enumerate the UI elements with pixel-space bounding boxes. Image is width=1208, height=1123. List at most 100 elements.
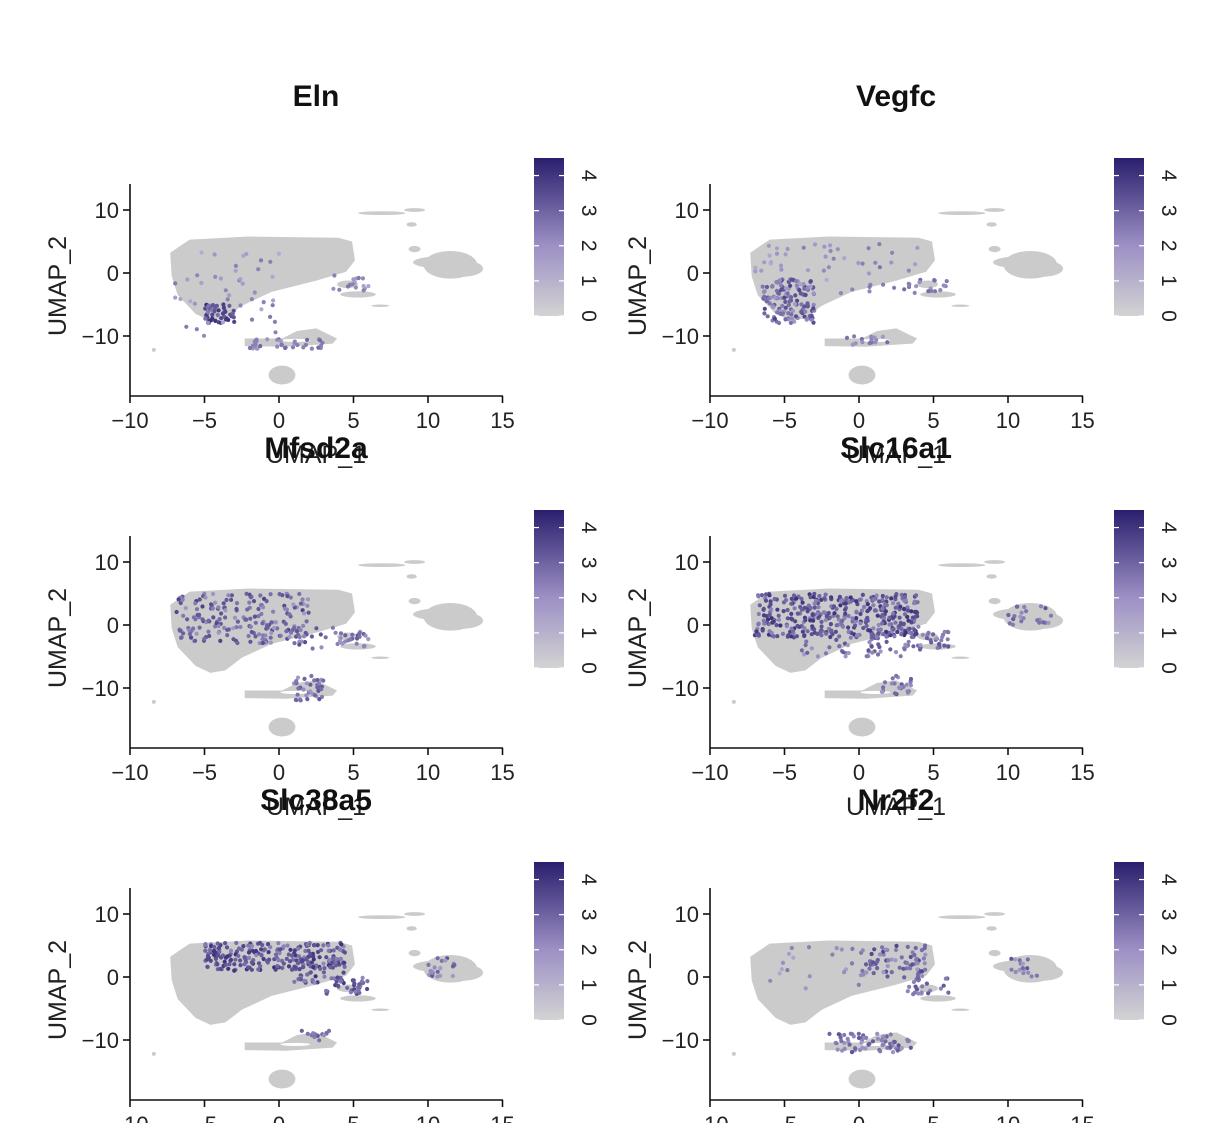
- expressing-cell: [810, 612, 815, 617]
- expressing-cell: [785, 634, 790, 639]
- expressing-cell: [249, 317, 255, 322]
- x-tick-label: 5: [927, 1112, 939, 1123]
- x-tick-label: −5: [192, 1112, 217, 1123]
- expressing-cell: [231, 626, 236, 631]
- expressing-cell: [213, 274, 218, 279]
- expressing-cell: [850, 619, 855, 624]
- expressing-cell: [795, 623, 800, 629]
- expressing-cell: [783, 252, 788, 257]
- y-tick-label: 10: [675, 198, 699, 223]
- expressing-cell: [312, 693, 318, 698]
- expressing-cell: [868, 606, 873, 611]
- lower-cluster-gap: [280, 690, 311, 694]
- expressing-cell: [762, 306, 767, 311]
- expressing-cell: [846, 650, 851, 656]
- expressing-cell: [234, 940, 239, 946]
- expressing-cell: [173, 281, 178, 286]
- expressing-cell: [874, 337, 879, 343]
- expressing-cell: [295, 692, 300, 697]
- expressing-cell: [221, 305, 226, 310]
- satellite-cluster: [406, 926, 417, 931]
- expressing-cell: [902, 975, 907, 980]
- expressing-cell: [941, 983, 946, 988]
- expressing-cell: [283, 345, 288, 351]
- expressing-cell: [292, 641, 297, 646]
- expressing-cell: [806, 945, 812, 950]
- expressing-cell: [821, 610, 826, 615]
- expressing-cell: [834, 606, 839, 612]
- expressing-cell: [853, 619, 859, 624]
- expressing-cell: [811, 618, 816, 623]
- y-tick-label: 0: [687, 613, 699, 638]
- x-tick-label: 5: [347, 408, 359, 433]
- expressing-cell: [253, 620, 258, 625]
- expressing-cell: [874, 634, 879, 639]
- colorbar-tick-label: 3: [577, 557, 600, 569]
- y-tick-label: 10: [95, 550, 119, 575]
- expressing-cell: [867, 640, 872, 645]
- expressing-cell: [909, 634, 914, 640]
- expressing-cell: [206, 618, 211, 623]
- expressing-cell: [267, 957, 272, 962]
- expressing-cell: [241, 944, 246, 949]
- expression-dots: [768, 943, 1039, 1055]
- expressing-cell: [232, 615, 238, 620]
- expressing-cell: [269, 630, 274, 635]
- expressing-cell: [305, 942, 310, 947]
- expressing-cell: [256, 967, 261, 972]
- expressing-cell: [213, 600, 218, 605]
- expressing-cell: [259, 947, 264, 952]
- colorbar-tick-label: 3: [1157, 557, 1180, 569]
- expressing-cell: [308, 682, 313, 687]
- panel-mfsd2a: Mfsd2a −10 −5 0 5 10 15 10 0 −10 UMAP_1 UMAP_2 4 3 2 1 0: [0, 418, 600, 821]
- expressing-cell: [803, 292, 808, 298]
- expressing-cell: [850, 946, 855, 951]
- expressing-cell: [321, 678, 326, 683]
- x-tick-label: 5: [347, 1112, 359, 1123]
- plot-title: Slc38a5: [260, 784, 372, 817]
- expressing-cell: [361, 283, 366, 289]
- expressing-cell: [226, 627, 231, 632]
- expressing-cell: [892, 691, 898, 696]
- expressing-cell: [285, 594, 290, 599]
- expressing-cell: [268, 314, 273, 319]
- expressing-cell: [867, 966, 872, 971]
- expressing-cell: [308, 970, 313, 975]
- expressing-cell: [197, 625, 202, 630]
- expressing-cell: [781, 609, 786, 614]
- expressing-cell: [920, 984, 925, 989]
- expressing-cell: [317, 697, 322, 702]
- expressing-cell: [767, 629, 772, 634]
- expressing-cell: [786, 302, 791, 308]
- expressing-cell: [1034, 973, 1039, 978]
- expressing-cell: [295, 961, 301, 966]
- expressing-cell: [278, 339, 283, 344]
- expressing-cell: [865, 615, 870, 620]
- expressing-cell: [216, 605, 221, 610]
- expressing-cell: [315, 949, 321, 955]
- expressing-cell: [337, 638, 342, 643]
- expressing-cell: [880, 593, 885, 599]
- expressing-cell: [233, 268, 238, 273]
- expressing-cell: [837, 634, 842, 639]
- expressing-cell: [846, 613, 851, 619]
- x-tick-label: 0: [853, 1112, 865, 1123]
- colorbar: [1114, 862, 1144, 1020]
- expressing-cell: [756, 594, 761, 599]
- expressing-cell: [864, 623, 869, 628]
- satellite-cluster: [937, 563, 986, 568]
- expressing-cell: [207, 633, 212, 639]
- expressing-cell: [902, 598, 907, 603]
- expressing-cell: [912, 627, 917, 633]
- expressing-cell: [281, 961, 286, 966]
- expressing-cell: [762, 260, 767, 265]
- outlier-cell: [731, 699, 736, 704]
- expressing-cell: [199, 250, 204, 255]
- expressing-cell: [245, 965, 251, 970]
- expressing-cell: [313, 974, 318, 979]
- expressing-cell: [878, 649, 883, 654]
- expressing-cell: [1009, 956, 1014, 961]
- colorbar-tick-label: 3: [1157, 909, 1180, 921]
